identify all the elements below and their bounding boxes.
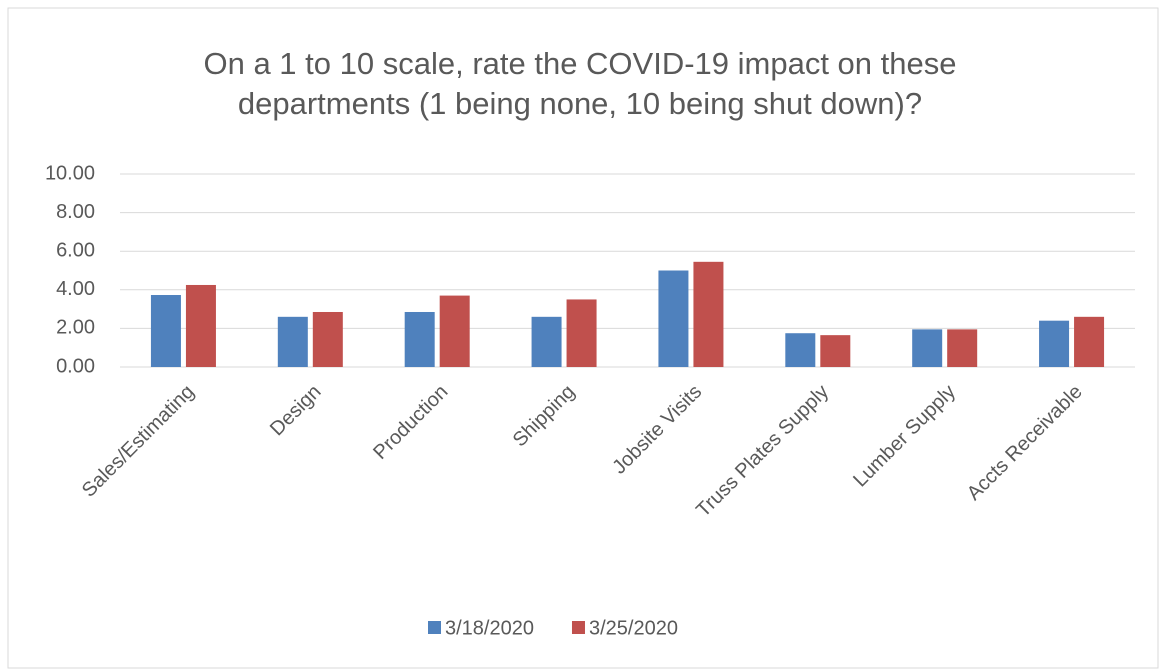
chart-title: On a 1 to 10 scale, rate the COVID-19 im… bbox=[203, 46, 957, 121]
y-tick-label: 2.00 bbox=[56, 317, 95, 339]
y-tick-label: 6.00 bbox=[56, 239, 95, 261]
bar bbox=[693, 261, 724, 367]
bar bbox=[312, 311, 343, 367]
legend-swatch bbox=[571, 621, 585, 634]
y-tick-label: 4.00 bbox=[56, 278, 95, 300]
bar bbox=[1074, 316, 1105, 367]
bar bbox=[658, 270, 689, 367]
bar bbox=[531, 316, 562, 367]
bar bbox=[566, 299, 597, 367]
bar bbox=[820, 335, 851, 367]
legend-label: 3/25/2020 bbox=[589, 617, 678, 639]
bar bbox=[439, 295, 470, 367]
bar bbox=[1039, 320, 1070, 367]
y-tick-label: 8.00 bbox=[56, 201, 95, 223]
legend-label: 3/18/2020 bbox=[445, 617, 534, 639]
legend-swatch bbox=[428, 621, 441, 634]
bar bbox=[185, 284, 216, 367]
bar bbox=[404, 311, 435, 367]
y-tick-label: 10.00 bbox=[45, 162, 95, 184]
bar bbox=[150, 295, 181, 367]
bar bbox=[947, 329, 978, 367]
bar bbox=[785, 333, 816, 367]
bar bbox=[277, 316, 308, 367]
y-tick-label: 0.00 bbox=[56, 355, 95, 377]
bar bbox=[912, 329, 943, 367]
